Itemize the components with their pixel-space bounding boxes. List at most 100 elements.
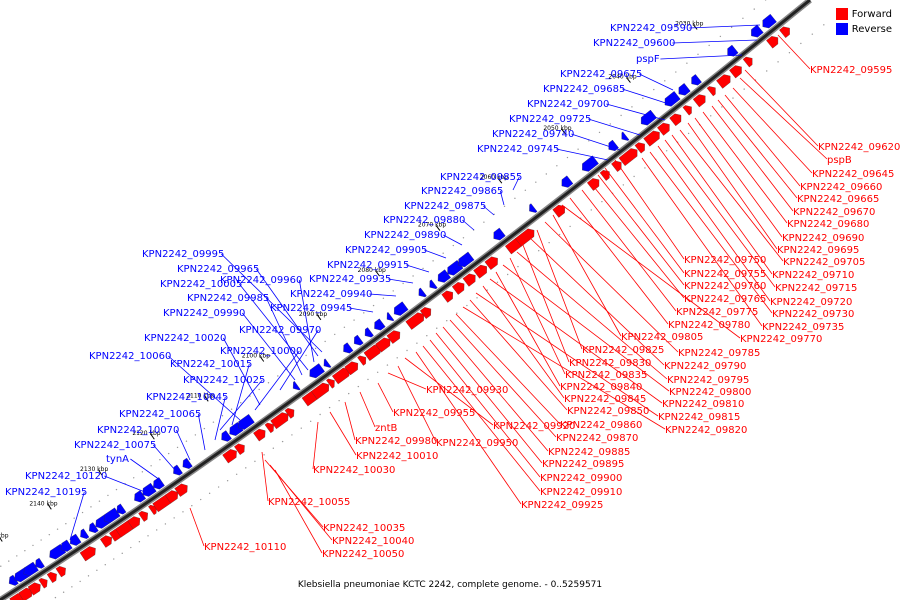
reverse-gene-label: KPN2242_10120 <box>25 471 107 482</box>
reverse-gene-label: KPN2242_10020 <box>144 333 226 344</box>
tick-mark <box>497 178 503 184</box>
reverse-gene <box>173 464 183 476</box>
reverse-leader <box>499 190 505 206</box>
forward-leader <box>489 278 663 404</box>
reverse-gene-label: KPN2242_09940 <box>290 289 372 300</box>
forward-gene-label: KPN2242_09670 <box>793 207 875 218</box>
reverse-gene-label: KPN2242_10195 <box>5 487 87 498</box>
tick-mark <box>316 314 322 321</box>
reverse-gene-label: KPN2242_09865 <box>421 186 503 197</box>
forward-gene <box>682 105 692 116</box>
tick-label: 2110 kbp <box>186 392 214 399</box>
forward-gene <box>264 422 274 434</box>
reverse-gene-label: KPN2242_09855 <box>440 172 522 183</box>
tick-label: 2060 kbp <box>480 174 508 181</box>
reverse-gene <box>608 139 619 152</box>
guide-dot <box>104 564 106 566</box>
forward-gene-label: KPN2242_09930 <box>426 385 508 396</box>
forward-gene-label: KPN2242_09645 <box>812 169 894 180</box>
reverse-leader <box>104 475 146 493</box>
guide-dot <box>524 189 527 191</box>
guide-dot <box>422 267 424 270</box>
forward-leader <box>449 319 557 438</box>
reverse-gene-label: KPN2242_09985 <box>187 293 269 304</box>
guide-dot <box>319 413 321 416</box>
reverse-gene <box>309 363 325 379</box>
guide-dot <box>263 454 265 456</box>
reverse-swatch <box>835 23 848 35</box>
forward-gene <box>441 290 453 303</box>
forward-gene-label: pspB <box>827 155 852 166</box>
map-caption: Klebsiella pneumoniae KCTC 2242, complet… <box>297 580 603 590</box>
guide-dot <box>81 511 84 514</box>
forward-gene-label: KPN2242_09785 <box>678 348 760 359</box>
forward-gene-label: KPN2242_09830 <box>569 358 651 369</box>
guide-dot <box>732 97 734 99</box>
forward-leader <box>502 264 670 392</box>
forward-leader <box>581 189 677 312</box>
forward-gene-label: KPN2242_10035 <box>323 523 405 534</box>
reverse-gene <box>393 301 409 316</box>
forward-gene <box>599 170 610 181</box>
reverse-gene-label: KPN2242_09905 <box>345 245 427 256</box>
forward-gene-label: KPN2242_09775 <box>676 307 758 318</box>
guide-dot <box>176 446 179 449</box>
forward-gene-label: KPN2242_09800 <box>669 387 751 398</box>
backbone <box>0 0 811 600</box>
guide-dot <box>300 427 302 429</box>
guide-dot <box>24 549 26 552</box>
guide-dot <box>348 392 350 395</box>
guide-dot <box>764 0 767 1</box>
guide-dot <box>462 237 465 239</box>
forward-gene-label: KPN2242_09920 <box>493 421 575 432</box>
forward-gene-label: KPN2242_09815 <box>658 412 740 423</box>
guide-dot <box>653 88 655 91</box>
reverse-gene-label: KPN2242_09745 <box>477 144 559 155</box>
guide-dot <box>159 459 161 461</box>
guide-dot <box>130 546 132 549</box>
forward-gene-label: KPN2242_09705 <box>783 257 865 268</box>
guide-dot <box>412 275 414 277</box>
guide-dot <box>446 320 448 322</box>
guide-dot <box>753 8 755 10</box>
reverse-leader <box>214 396 226 441</box>
forward-leader <box>544 221 679 353</box>
guide-dot <box>766 70 768 72</box>
forward-gene-label: KPN2242_09665 <box>797 194 879 205</box>
forward-gene-label: KPN2242_10010 <box>356 451 438 462</box>
forward-gene <box>38 578 48 589</box>
guide-dot <box>338 399 340 402</box>
guide-dot <box>811 33 814 35</box>
forward-leader <box>641 157 763 327</box>
forward-gene <box>344 361 359 376</box>
reverse-leader <box>556 148 609 161</box>
guide-dot <box>392 290 394 292</box>
guide-dot <box>281 440 284 443</box>
guide-dot <box>396 357 398 359</box>
forward-leader <box>344 401 356 441</box>
forward-gene <box>419 307 432 319</box>
forward-gene <box>634 142 645 154</box>
forward-gene-label: KPN2242_09860 <box>560 420 642 431</box>
reverse-gene-label: KPN2242_09600 <box>593 38 675 49</box>
guide-dot <box>164 523 167 525</box>
forward-leader <box>589 181 685 299</box>
forward-gene-label: KPN2242_10110 <box>204 542 286 553</box>
guide-dot <box>456 312 458 314</box>
tick-mark <box>47 504 52 510</box>
guide-dot <box>96 569 98 572</box>
forward-leader <box>777 34 811 70</box>
forward-gene <box>27 582 41 596</box>
guide-dot <box>569 225 571 228</box>
forward-gene-label: KPN2242_09885 <box>548 447 630 458</box>
forward-leader <box>387 372 427 390</box>
guide-dot <box>535 181 537 183</box>
forward-gene-label: KPN2242_09900 <box>540 473 622 484</box>
guide-dot <box>343 326 346 328</box>
reverse-leader <box>349 307 374 313</box>
forward-gene <box>692 94 706 108</box>
forward-gene <box>148 504 157 516</box>
forward-leader <box>482 285 565 399</box>
reverse-leader <box>588 118 641 136</box>
guide-dot <box>115 488 118 491</box>
